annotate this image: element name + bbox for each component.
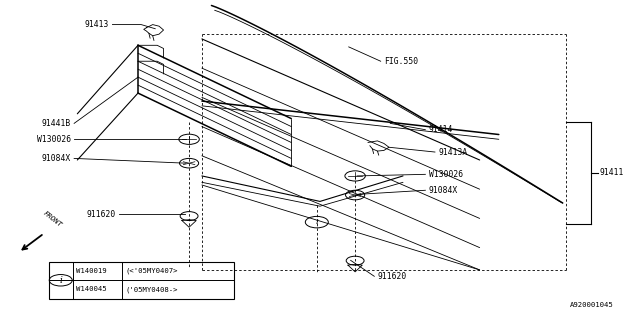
Text: W130026: W130026	[429, 170, 463, 179]
Text: FIG.550: FIG.550	[384, 57, 418, 66]
Text: i: i	[316, 218, 318, 226]
Text: ('05MY0408->: ('05MY0408->	[125, 286, 178, 293]
Text: FRONT: FRONT	[42, 210, 63, 228]
Text: 91084X: 91084X	[429, 186, 458, 195]
Text: A920001045: A920001045	[570, 302, 614, 308]
Text: 91411: 91411	[600, 168, 624, 177]
Text: W140019: W140019	[76, 268, 107, 274]
Text: W140045: W140045	[76, 286, 107, 292]
Text: 91441B: 91441B	[42, 119, 71, 128]
Text: (<'05MY0407>: (<'05MY0407>	[125, 268, 178, 274]
Text: 91413A: 91413A	[438, 148, 467, 156]
Text: W130026: W130026	[37, 135, 71, 144]
Text: 911620: 911620	[378, 272, 407, 281]
Text: 91413: 91413	[85, 20, 109, 29]
Bar	[49, 262, 234, 299]
Text: 91414: 91414	[429, 125, 453, 134]
Text: i: i	[60, 276, 62, 285]
Text: 91084X: 91084X	[42, 154, 71, 163]
Text: 911620: 911620	[86, 210, 116, 219]
